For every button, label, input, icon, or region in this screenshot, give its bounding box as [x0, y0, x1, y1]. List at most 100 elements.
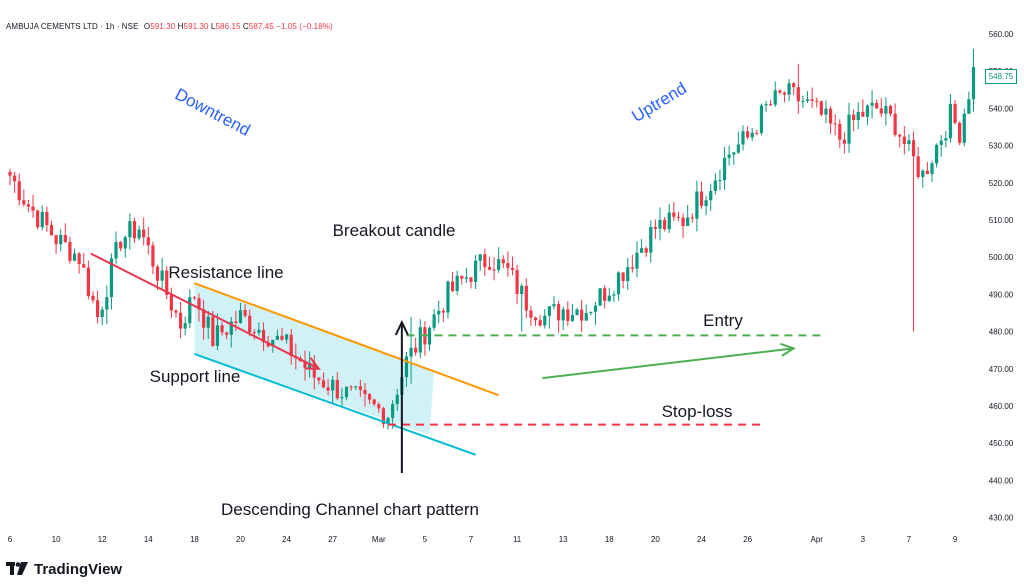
candle-body: [335, 379, 339, 399]
candle-body: [432, 314, 436, 328]
candle-body: [155, 266, 160, 281]
candle-body: [427, 327, 432, 345]
uptrend-label: Uptrend: [628, 79, 690, 126]
candle-body: [911, 140, 916, 157]
candle-body: [234, 321, 238, 323]
candle-body: [921, 170, 925, 177]
x-tick-label: 12: [98, 535, 107, 544]
candle-body: [533, 317, 538, 321]
candle-body: [805, 99, 810, 102]
candle-body: [510, 267, 515, 270]
candle-body: [884, 105, 888, 114]
candle-body: [363, 389, 367, 395]
candle-body: [607, 295, 611, 301]
candle-body: [824, 108, 828, 115]
candle-body: [681, 217, 685, 227]
y-tick-label: 540.00: [989, 104, 1014, 113]
last-price-tag: 548.75: [985, 69, 1017, 84]
candle-body: [105, 297, 109, 310]
candle-body: [17, 181, 21, 201]
candle-body: [686, 217, 690, 227]
candle-body: [584, 313, 588, 321]
candle-body: [446, 281, 450, 313]
candle-body: [939, 140, 943, 145]
candle-body: [713, 180, 717, 191]
candle-body: [165, 270, 169, 295]
low-value: 586.15: [215, 22, 241, 31]
y-tick-label: 480.00: [989, 328, 1014, 337]
x-tick-label: 18: [190, 535, 199, 544]
candle-body: [280, 335, 284, 340]
y-tick-label: 450.00: [989, 439, 1014, 448]
candle-body: [487, 267, 492, 270]
candle-body: [450, 281, 455, 292]
candle-body: [100, 309, 104, 318]
candle-body: [524, 285, 528, 311]
candle-body: [377, 404, 381, 409]
y-tick-label: 500.00: [989, 253, 1014, 262]
candle-body: [755, 132, 759, 134]
candle-body: [801, 101, 805, 103]
candle-body: [492, 269, 496, 271]
candle-body: [930, 163, 934, 175]
y-tick-label: 560.00: [989, 30, 1014, 39]
candle-body: [690, 217, 694, 219]
candle-body: [833, 123, 837, 125]
candle-body: [289, 334, 293, 356]
candle-body: [137, 229, 141, 239]
candle-body: [49, 225, 54, 236]
candle-body: [455, 275, 459, 292]
y-tick-label: 460.00: [989, 402, 1014, 411]
candle-body: [847, 114, 851, 144]
candle-body: [782, 92, 787, 95]
candle-body: [59, 234, 63, 245]
candle-body: [856, 111, 860, 120]
high-value: 591.30: [183, 22, 209, 31]
candle-body: [916, 156, 920, 177]
candle-body: [464, 277, 468, 279]
candle-body: [26, 204, 31, 207]
candle-body: [441, 310, 445, 313]
candle-body: [907, 140, 911, 144]
breakout-arrow-head: [394, 320, 409, 336]
candle-body: [815, 100, 819, 102]
candle-body: [861, 111, 865, 117]
breakout-label: Breakout candle: [333, 221, 456, 240]
candle-body: [649, 226, 653, 253]
candle-body: [123, 237, 127, 249]
candle-body: [778, 90, 782, 93]
x-tick-label: 5: [423, 535, 428, 544]
candle-body: [875, 102, 879, 109]
close-label: C: [242, 22, 249, 31]
candle-body: [128, 221, 132, 238]
support-label: Support line: [150, 367, 241, 386]
chart-title: Descending Channel chart pattern: [221, 500, 479, 519]
y-tick-label: 430.00: [989, 514, 1014, 523]
candle-body: [391, 404, 395, 419]
candle-body: [367, 394, 372, 400]
candle-body: [414, 347, 418, 353]
candle-body: [630, 267, 634, 269]
candle-body: [888, 105, 893, 114]
candle-body: [40, 211, 44, 228]
candle-body: [386, 418, 390, 424]
candle-body: [870, 102, 874, 106]
stoploss-label: Stop-loss: [662, 402, 733, 421]
candle-body: [944, 138, 948, 141]
candle-body: [598, 288, 602, 306]
candle-body: [146, 237, 150, 246]
candle-body: [971, 67, 976, 100]
candle-body: [603, 288, 607, 301]
candle-body: [736, 144, 740, 153]
candle-body: [469, 277, 473, 282]
candle-body: [561, 309, 565, 321]
candle-body: [566, 309, 570, 321]
candle-body: [142, 229, 146, 238]
candle-body: [474, 260, 478, 282]
candle-body: [82, 264, 86, 268]
candle-body: [704, 200, 708, 207]
candle-body: [178, 312, 183, 329]
candle-body: [852, 114, 856, 120]
candle-body: [893, 113, 897, 135]
